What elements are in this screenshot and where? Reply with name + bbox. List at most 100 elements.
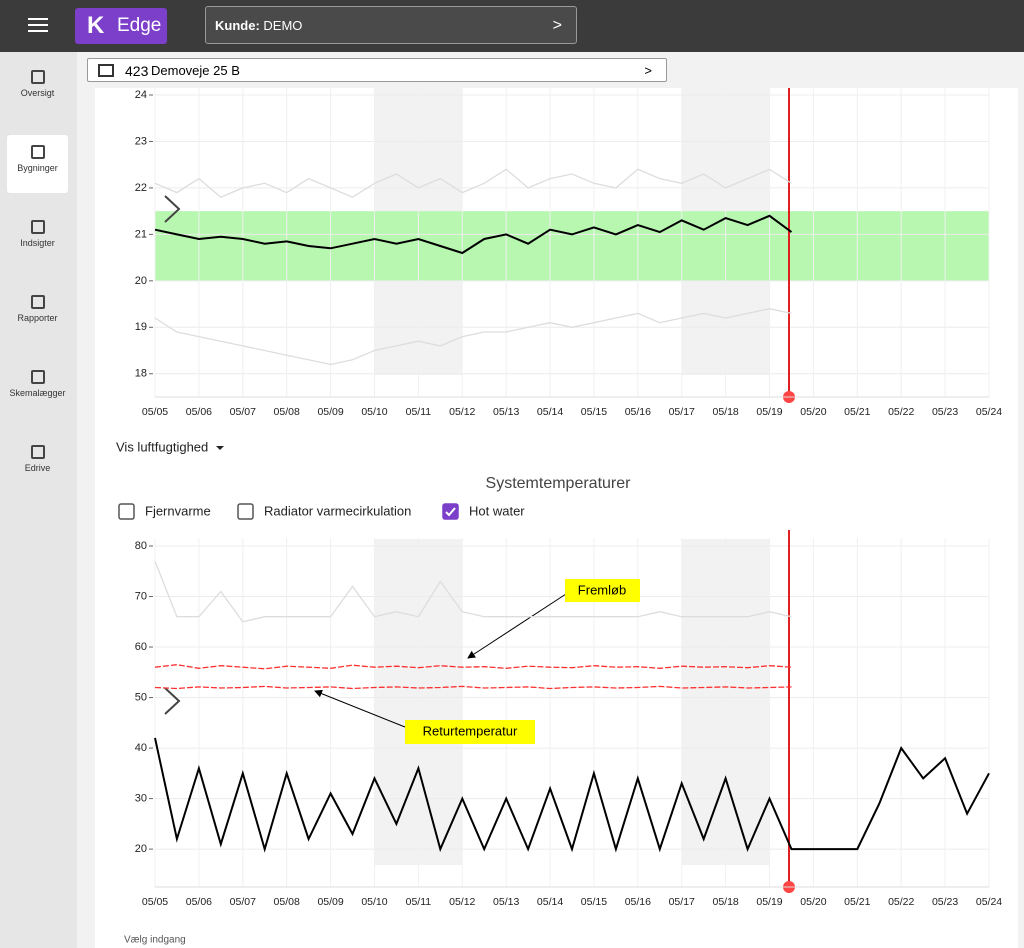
checkbox-label: Fjernvarme xyxy=(145,503,211,518)
x-tick-label: 05/20 xyxy=(800,896,826,908)
series-line xyxy=(154,685,792,690)
x-tick-label: 05/08 xyxy=(274,896,300,908)
x-tick-label: 05/13 xyxy=(493,406,519,418)
x-tick-label: 05/15 xyxy=(581,896,607,908)
x-tick-label: 05/18 xyxy=(712,406,738,418)
y-tick-label: 30 xyxy=(135,792,147,804)
checkbox-label: Radiator varmecirkulation xyxy=(264,503,411,518)
nav-item[interactable]: Rapporter xyxy=(7,285,68,343)
customer-label: Kunde: xyxy=(215,18,260,33)
x-tick-label: 05/11 xyxy=(406,896,432,908)
nav-item[interactable]: Bygninger xyxy=(7,135,68,193)
x-tick-label: 05/15 xyxy=(581,406,607,418)
x-tick-label: 05/21 xyxy=(844,896,870,908)
annotation: Fremløb xyxy=(578,582,626,597)
annotation-box xyxy=(565,579,640,602)
series-line xyxy=(154,308,792,366)
nav-label: Edrive xyxy=(24,463,51,473)
customer-selector[interactable]: Kunde: DEMO > xyxy=(205,6,577,44)
y-tick-label: 70 xyxy=(135,590,147,602)
y-tick-label: 60 xyxy=(135,641,147,653)
x-tick-label: 05/21 xyxy=(844,406,870,418)
nav-icon xyxy=(30,145,45,159)
x-tick-label: 05/13 xyxy=(493,896,519,908)
x-tick-label: 05/11 xyxy=(406,406,432,418)
x-tick-label: 05/10 xyxy=(361,406,387,418)
building-selector[interactable]: 423 Demoveje 25 B > xyxy=(87,58,667,82)
nav-label: Rapporter xyxy=(17,313,58,323)
checkbox[interactable] xyxy=(118,503,135,520)
x-tick-label: 05/22 xyxy=(888,896,914,908)
logo-text: Edge xyxy=(117,15,162,36)
y-tick-label: 19 xyxy=(135,321,147,333)
y-tick-label: 18 xyxy=(135,368,147,380)
comfort-band xyxy=(155,211,989,281)
x-tick-label: 05/20 xyxy=(800,406,826,418)
nav-icon xyxy=(30,370,45,384)
annotation-arrow xyxy=(314,689,406,728)
humidity-toggle[interactable]: Vis luftfugtighed xyxy=(116,439,208,454)
building-name: Demoveje 25 B xyxy=(151,63,240,78)
y-tick-label: 50 xyxy=(135,691,147,703)
annotation: Returtemperatur xyxy=(423,723,518,738)
x-tick-label: 05/05 xyxy=(142,896,168,908)
series-line xyxy=(154,737,990,853)
nav-item[interactable]: Indsigter xyxy=(7,210,68,268)
y-tick-label: 40 xyxy=(135,742,147,754)
system-title: Systemtemperaturer xyxy=(486,475,632,492)
x-tick-label: 05/14 xyxy=(537,406,563,418)
y-tick-label: 23 xyxy=(135,135,147,147)
x-tick-label: 05/23 xyxy=(932,896,958,908)
nav-label: Oversigt xyxy=(20,88,55,98)
nav-label: Bygninger xyxy=(17,163,58,173)
nav-item[interactable]: Skemalægger xyxy=(7,360,68,418)
nav-icon xyxy=(30,445,45,459)
footer-text: Vælg indgang xyxy=(124,935,186,946)
series-line xyxy=(154,664,792,670)
top-bar: K Edge Kunde: DEMO > xyxy=(0,0,1024,52)
annotation-arrow xyxy=(467,593,567,659)
x-tick-label: 05/06 xyxy=(186,896,212,908)
nav-icon xyxy=(30,70,45,84)
x-tick-label: 05/17 xyxy=(669,406,695,418)
x-tick-label: 05/17 xyxy=(669,896,695,908)
nav-label: Indsigter xyxy=(20,238,55,248)
sidebar: Oversigt Bygninger Indsigter Rapporter Skema… xyxy=(0,52,77,948)
x-tick-label: 05/18 xyxy=(712,896,738,908)
x-tick-label: 05/09 xyxy=(317,406,343,418)
checkbox-label: Hot water xyxy=(469,503,525,518)
dropdown-caret xyxy=(216,446,224,450)
y-tick-label: 22 xyxy=(135,182,147,194)
x-tick-label: 05/06 xyxy=(186,406,212,418)
x-tick-label: 05/05 xyxy=(142,406,168,418)
checkmark xyxy=(445,507,456,517)
menu-button[interactable] xyxy=(28,18,48,32)
y-tick-label: 80 xyxy=(135,540,147,552)
logo[interactable]: K Edge xyxy=(75,8,167,44)
prev-arrow[interactable] xyxy=(164,195,181,223)
y-tick-label: 24 xyxy=(135,89,147,101)
x-tick-label: 05/07 xyxy=(230,406,256,418)
checkbox[interactable] xyxy=(237,503,254,520)
checkbox[interactable] xyxy=(442,503,459,520)
nav-label: Skemalægger xyxy=(9,388,66,398)
nav-item[interactable]: Edrive xyxy=(7,435,68,493)
y-tick-label: 20 xyxy=(135,843,147,855)
annotation-box xyxy=(405,720,535,744)
prev-arrow[interactable] xyxy=(164,687,181,715)
nav-item[interactable]: Oversigt xyxy=(7,60,68,118)
x-tick-label: 05/08 xyxy=(274,406,300,418)
x-tick-label: 05/12 xyxy=(449,406,475,418)
x-tick-label: 05/07 xyxy=(230,896,256,908)
series-line xyxy=(154,168,792,198)
x-tick-label: 05/14 xyxy=(537,896,563,908)
x-tick-label: 05/09 xyxy=(317,896,343,908)
customer-name: DEMO xyxy=(263,18,303,33)
x-tick-label: 05/10 xyxy=(361,896,387,908)
building-number: 423 xyxy=(125,63,149,79)
x-tick-label: 05/24 xyxy=(976,896,1002,908)
x-tick-label: 05/12 xyxy=(449,896,475,908)
x-tick-label: 05/16 xyxy=(625,406,651,418)
